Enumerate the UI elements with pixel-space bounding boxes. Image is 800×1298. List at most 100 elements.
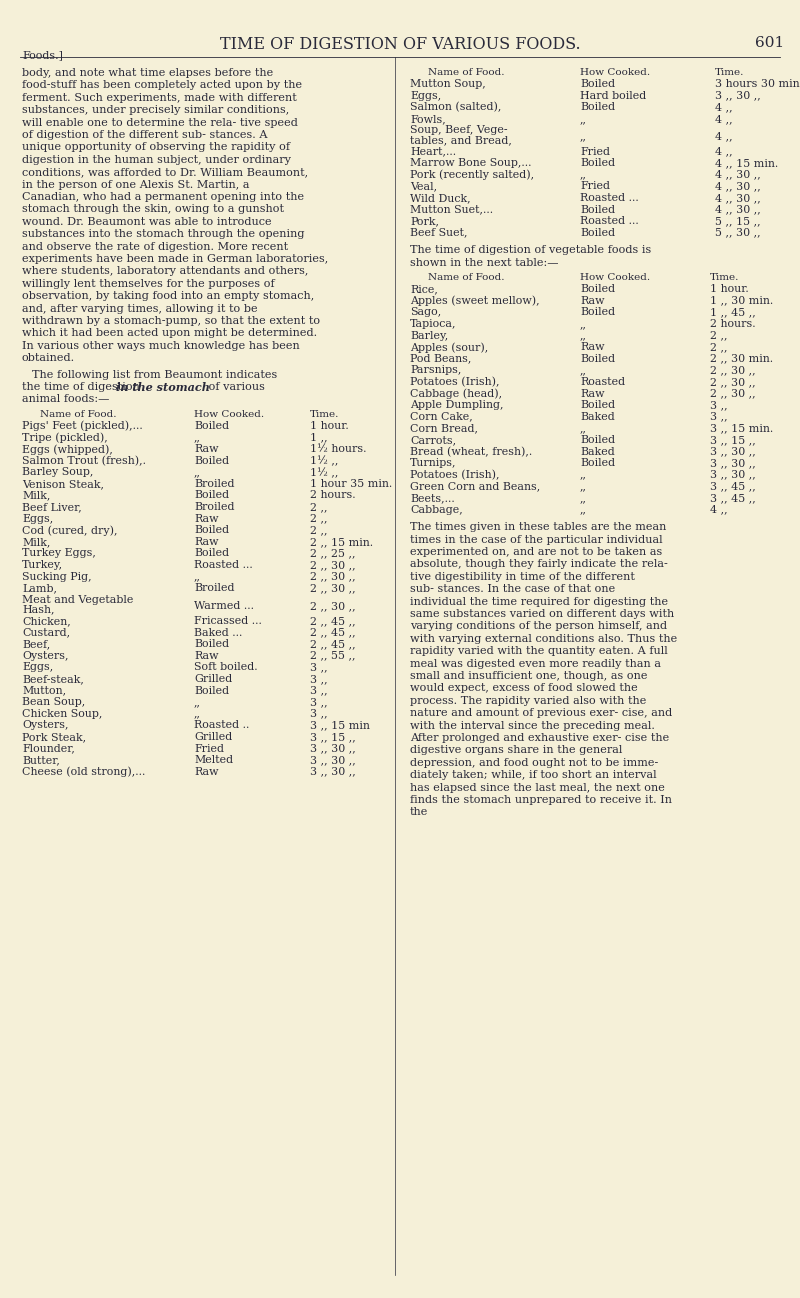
Text: Barley Soup,: Barley Soup, <box>22 467 94 478</box>
Text: Sago,: Sago, <box>410 308 442 317</box>
Text: obtained.: obtained. <box>22 353 75 363</box>
Text: 3 ,,: 3 ,, <box>310 697 328 707</box>
Text: diately taken; while, if too short an interval: diately taken; while, if too short an in… <box>410 770 657 780</box>
Text: Baked: Baked <box>580 447 614 457</box>
Text: 4 ,,: 4 ,, <box>715 103 733 112</box>
Text: Hash,: Hash, <box>22 605 54 614</box>
Text: sub- stances. In the case of that one: sub- stances. In the case of that one <box>410 584 615 594</box>
Text: absolute, though they fairly indicate the rela-: absolute, though they fairly indicate th… <box>410 559 668 570</box>
Text: ,,: ,, <box>580 114 587 123</box>
Text: ,,: ,, <box>580 319 587 328</box>
Text: 1 ,, 30 min.: 1 ,, 30 min. <box>710 296 774 306</box>
Text: The following list from Beaumont indicates: The following list from Beaumont indicat… <box>32 370 278 379</box>
Text: withdrawn by a stomach-pump, so that the extent to: withdrawn by a stomach-pump, so that the… <box>22 315 320 326</box>
Text: Bread (wheat, fresh),.: Bread (wheat, fresh),. <box>410 447 532 457</box>
Text: 1 ,, 45 ,,: 1 ,, 45 ,, <box>710 308 756 317</box>
Text: 2 ,, 30 ,,: 2 ,, 30 ,, <box>710 388 756 398</box>
Text: observation, by taking food into an empty stomach,: observation, by taking food into an empt… <box>22 291 314 301</box>
Text: 2 ,, 55 ,,: 2 ,, 55 ,, <box>310 650 355 661</box>
Text: 4 ,,: 4 ,, <box>715 131 733 141</box>
Text: Boiled: Boiled <box>194 456 229 466</box>
Text: Pod Beans,: Pod Beans, <box>410 354 471 363</box>
Text: Eggs,: Eggs, <box>22 662 54 672</box>
Text: substances into the stomach through the opening: substances into the stomach through the … <box>22 230 305 239</box>
Text: Milk,: Milk, <box>22 537 50 546</box>
Text: 3 ,,: 3 ,, <box>310 674 328 684</box>
Text: Flounder,: Flounder, <box>22 744 75 754</box>
Text: 2 ,, 30 ,,: 2 ,, 30 ,, <box>710 376 756 387</box>
Text: Corn Cake,: Corn Cake, <box>410 411 473 422</box>
Text: varying conditions of the person himself, and: varying conditions of the person himself… <box>410 622 667 631</box>
Text: Raw: Raw <box>194 767 218 776</box>
Text: Turkey,: Turkey, <box>22 559 63 570</box>
Text: 2 ,,: 2 ,, <box>710 343 727 352</box>
Text: Roasted: Roasted <box>580 376 625 387</box>
Text: Venison Steak,: Venison Steak, <box>22 479 104 489</box>
Text: 3 ,, 30 ,,: 3 ,, 30 ,, <box>715 91 761 101</box>
Text: 3 ,,: 3 ,, <box>310 709 328 719</box>
Text: tables, and Bread,: tables, and Bread, <box>410 135 512 145</box>
Text: 1½ hours.: 1½ hours. <box>310 444 366 454</box>
Text: 5 ,, 30 ,,: 5 ,, 30 ,, <box>715 227 761 238</box>
Text: Apples (sour),: Apples (sour), <box>410 343 488 353</box>
Text: 4 ,,: 4 ,, <box>710 505 728 514</box>
Text: Name of Food.: Name of Food. <box>428 67 505 77</box>
Text: Cheese (old strong),...: Cheese (old strong),... <box>22 767 146 778</box>
Text: tive digestibility in time of the different: tive digestibility in time of the differ… <box>410 571 635 582</box>
Text: 2 ,, 30 min.: 2 ,, 30 min. <box>710 354 773 363</box>
Text: Wild Duck,: Wild Duck, <box>410 193 470 202</box>
Text: ,,: ,, <box>194 432 201 443</box>
Text: experiments have been made in German laboratories,: experiments have been made in German lab… <box>22 254 328 263</box>
Text: process. The rapidity varied also with the: process. The rapidity varied also with t… <box>410 696 646 706</box>
Text: has elapsed since the last meal, the next one: has elapsed since the last meal, the nex… <box>410 783 665 793</box>
Text: 4 ,, 30 ,,: 4 ,, 30 ,, <box>715 205 761 214</box>
Text: stomach through the skin, owing to a gunshot: stomach through the skin, owing to a gun… <box>22 204 284 214</box>
Text: Soft boiled.: Soft boiled. <box>194 662 258 672</box>
Text: 3 hours 30 min.: 3 hours 30 min. <box>715 79 800 90</box>
Text: The times given in these tables are the mean: The times given in these tables are the … <box>410 522 666 532</box>
Text: meal was digested even more readily than a: meal was digested even more readily than… <box>410 658 661 668</box>
Text: 2 ,, 30 ,,: 2 ,, 30 ,, <box>310 571 356 582</box>
Text: Time.: Time. <box>310 410 339 419</box>
Text: with the interval since the preceding meal.: with the interval since the preceding me… <box>410 720 655 731</box>
Text: Custard,: Custard, <box>22 627 70 637</box>
Text: Parsnips,: Parsnips, <box>410 365 462 375</box>
Text: ,,: ,, <box>580 505 587 514</box>
Text: ,,: ,, <box>580 470 587 480</box>
Text: Apples (sweet mellow),: Apples (sweet mellow), <box>410 296 540 306</box>
Text: individual the time required for digesting the: individual the time required for digesti… <box>410 597 668 606</box>
Text: 1½ ,,: 1½ ,, <box>310 467 338 478</box>
Text: Lamb,: Lamb, <box>22 583 57 593</box>
Text: Boiled: Boiled <box>194 526 229 535</box>
Text: Roasted ...: Roasted ... <box>580 193 638 202</box>
Text: Raw: Raw <box>194 537 218 546</box>
Text: Mutton Soup,: Mutton Soup, <box>410 79 486 90</box>
Text: ,,: ,, <box>580 131 587 141</box>
Text: 4 ,, 30 ,,: 4 ,, 30 ,, <box>715 193 761 202</box>
Text: ,,: ,, <box>194 467 201 478</box>
Text: 1 hour.: 1 hour. <box>710 284 749 295</box>
Text: 1 hour 35 min.: 1 hour 35 min. <box>310 479 392 489</box>
Text: of digestion of the different sub- stances. A: of digestion of the different sub- stanc… <box>22 130 267 140</box>
Text: 3 ,,: 3 ,, <box>310 662 328 672</box>
Text: Salmon Trout (fresh),.: Salmon Trout (fresh),. <box>22 456 146 466</box>
Text: Boiled: Boiled <box>580 79 615 90</box>
Text: 2 ,,: 2 ,, <box>310 514 327 523</box>
Text: In various other ways much knowledge has been: In various other ways much knowledge has… <box>22 341 300 350</box>
Text: Boiled: Boiled <box>580 205 615 214</box>
Text: wound. Dr. Beaumont was able to introduce: wound. Dr. Beaumont was able to introduc… <box>22 217 272 227</box>
Text: Boiled: Boiled <box>580 435 615 445</box>
Text: 3 ,, 15 min: 3 ,, 15 min <box>310 720 370 731</box>
Text: Bean Soup,: Bean Soup, <box>22 697 86 707</box>
Text: Chicken Soup,: Chicken Soup, <box>22 709 102 719</box>
Text: Rice,: Rice, <box>410 284 438 295</box>
Text: How Cooked.: How Cooked. <box>580 273 650 282</box>
Text: finds the stomach unprepared to receive it. In: finds the stomach unprepared to receive … <box>410 794 672 805</box>
Text: Eggs,: Eggs, <box>410 91 442 101</box>
Text: same substances varied on different days with: same substances varied on different days… <box>410 609 674 619</box>
Text: Mutton Suet,...: Mutton Suet,... <box>410 205 493 214</box>
Text: and, after varying times, allowing it to be: and, after varying times, allowing it to… <box>22 304 258 314</box>
Text: 3 ,, 30 ,,: 3 ,, 30 ,, <box>710 470 756 480</box>
Text: substances, under precisely similar conditions,: substances, under precisely similar cond… <box>22 105 290 116</box>
Text: Broiled: Broiled <box>194 502 234 511</box>
